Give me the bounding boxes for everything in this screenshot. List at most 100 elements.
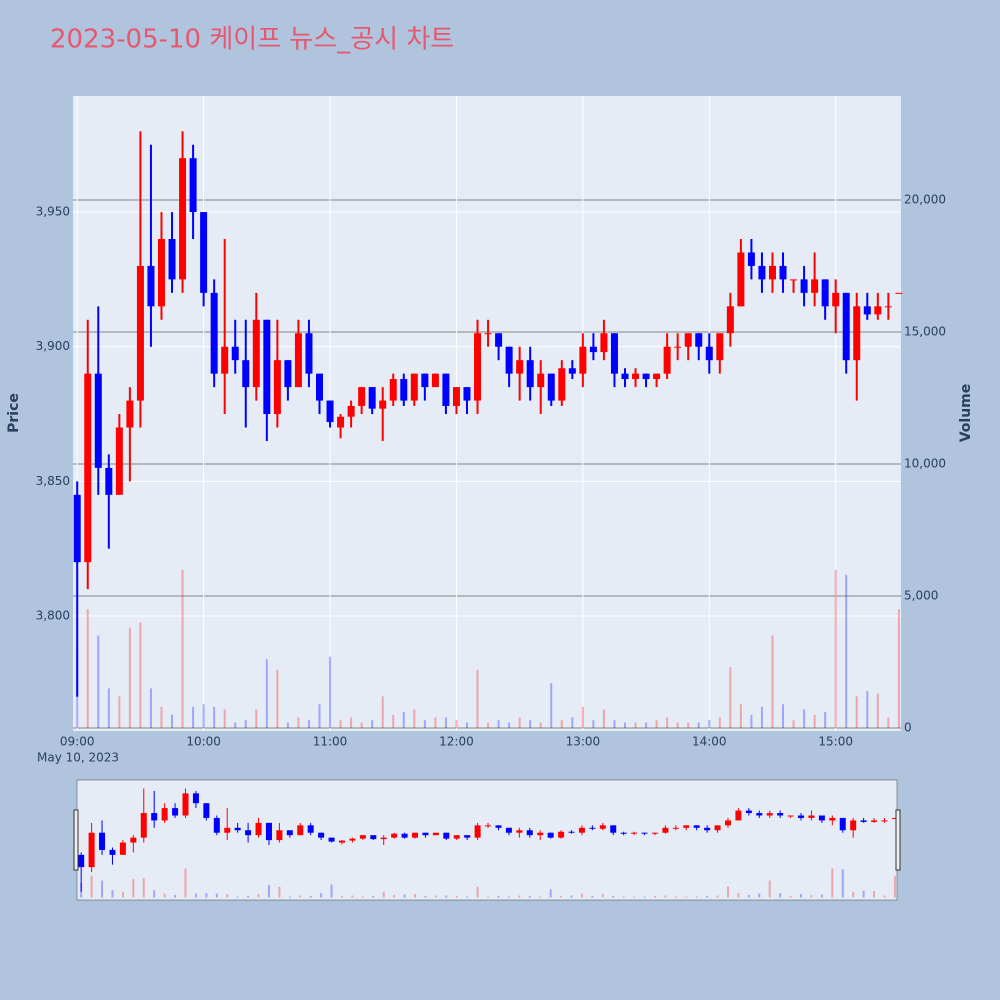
slider-candle-body	[359, 835, 366, 839]
candle-body	[452, 387, 460, 406]
candle-body	[653, 373, 661, 380]
slider-volume-bar	[893, 875, 896, 898]
volume-bar	[181, 569, 184, 728]
slider-candle-body	[662, 827, 669, 833]
slider-volume-bar	[184, 868, 187, 898]
candle-body	[305, 333, 313, 374]
slider-volume-bar	[236, 896, 239, 898]
candle-body	[94, 373, 102, 468]
slider-volume-bar	[247, 896, 250, 898]
candle-body	[431, 373, 439, 388]
candle-body	[684, 333, 692, 347]
slider-candle-body	[192, 793, 199, 804]
slider-volume-bar	[424, 896, 427, 898]
volume-bar	[613, 720, 616, 728]
candle-body	[758, 265, 766, 280]
slider-volume-bar	[382, 891, 385, 898]
slider-volume-bar	[393, 895, 396, 898]
range-slider[interactable]	[76, 779, 898, 901]
volume-bar	[813, 714, 816, 728]
slider-volume-bar	[831, 868, 834, 898]
slider-candle-body	[328, 837, 335, 842]
slider-candle-body	[297, 825, 304, 836]
candle-body	[705, 346, 713, 361]
slider-candle-body	[245, 830, 252, 836]
slider-volume-bar	[205, 893, 208, 898]
slider-candle-body	[589, 827, 596, 829]
slider-candle-body	[485, 825, 492, 827]
slider-volume-bar	[111, 890, 114, 898]
slider-candle-body	[119, 842, 126, 855]
x-tick-label: 13:00	[566, 735, 601, 749]
y-tick-label: 3,950	[36, 205, 70, 219]
slider-volume-bar	[174, 895, 177, 898]
slider-volume-bar	[153, 890, 156, 898]
slider-handle-right[interactable]	[895, 809, 901, 871]
slider-volume-bar	[466, 896, 469, 898]
slider-volume-bar	[518, 895, 521, 898]
slider-candle-body	[412, 832, 419, 838]
candle-body	[347, 405, 355, 417]
candle-body	[800, 279, 808, 293]
volume-bar	[824, 712, 827, 728]
candle-body	[589, 346, 597, 353]
candle-body	[210, 292, 218, 374]
candle-body	[642, 373, 650, 380]
slider-candle-body	[620, 832, 627, 834]
slider-volume-bar	[758, 893, 761, 898]
slider-volume-bar	[643, 896, 646, 898]
slider-candle-body	[307, 825, 314, 833]
slider-candle-body	[182, 793, 189, 816]
slider-volume-bar	[560, 896, 563, 898]
volume-bar	[202, 704, 205, 728]
candle-body	[273, 360, 281, 415]
slider-candle-body	[850, 820, 857, 831]
slider-volume-bar	[883, 895, 886, 898]
candle-body	[410, 373, 418, 401]
slider-volume-bar	[455, 896, 458, 898]
volume-bar	[402, 712, 405, 728]
volume-bar	[866, 691, 869, 728]
slider-candle-body	[151, 813, 158, 821]
slider-volume-bar	[194, 893, 197, 898]
volume-bar	[444, 717, 447, 728]
slider-volume-bar	[163, 893, 166, 898]
slider-candle-body	[787, 815, 794, 817]
candle-body	[263, 319, 271, 415]
slider-candle-body	[391, 833, 398, 838]
volume-bar	[592, 720, 595, 728]
x-tick-label: 11:00	[313, 735, 348, 749]
volume-bar	[339, 720, 342, 728]
slider-candle-body	[829, 817, 836, 821]
slider-volume-bar	[528, 896, 531, 898]
volume-bar	[160, 706, 163, 728]
volume-bar	[792, 720, 795, 728]
y-axis-title: Price	[6, 393, 22, 433]
slider-candle-body	[213, 817, 220, 833]
volume-bar	[487, 722, 490, 728]
slider-candle-body	[495, 825, 502, 828]
y2-axis-title: Volume	[958, 384, 974, 443]
candle-body	[463, 387, 471, 401]
slider-volume-bar	[215, 893, 218, 898]
volume-bar	[529, 720, 532, 728]
volume-bar	[192, 706, 195, 728]
slider-candle-body	[172, 808, 179, 816]
plot-background	[73, 96, 901, 731]
candle-body	[358, 387, 366, 406]
candle-body	[179, 158, 187, 280]
candle-body	[105, 467, 113, 495]
y2-tick-label: 5,000	[904, 588, 938, 602]
slider-volume-bar	[800, 894, 803, 898]
slider-volume-bar	[653, 896, 656, 898]
slider-volume-bar	[852, 891, 855, 898]
y-tick-label: 3,800	[36, 609, 70, 623]
slider-handle-left[interactable]	[73, 809, 79, 871]
volume-bar	[297, 717, 300, 728]
candle-body	[610, 333, 618, 374]
candle-body	[157, 238, 165, 307]
slider-volume-bar	[706, 896, 709, 898]
slider-candle-body	[558, 831, 565, 838]
slider-candle-body	[338, 840, 345, 843]
volume-bar	[581, 706, 584, 728]
